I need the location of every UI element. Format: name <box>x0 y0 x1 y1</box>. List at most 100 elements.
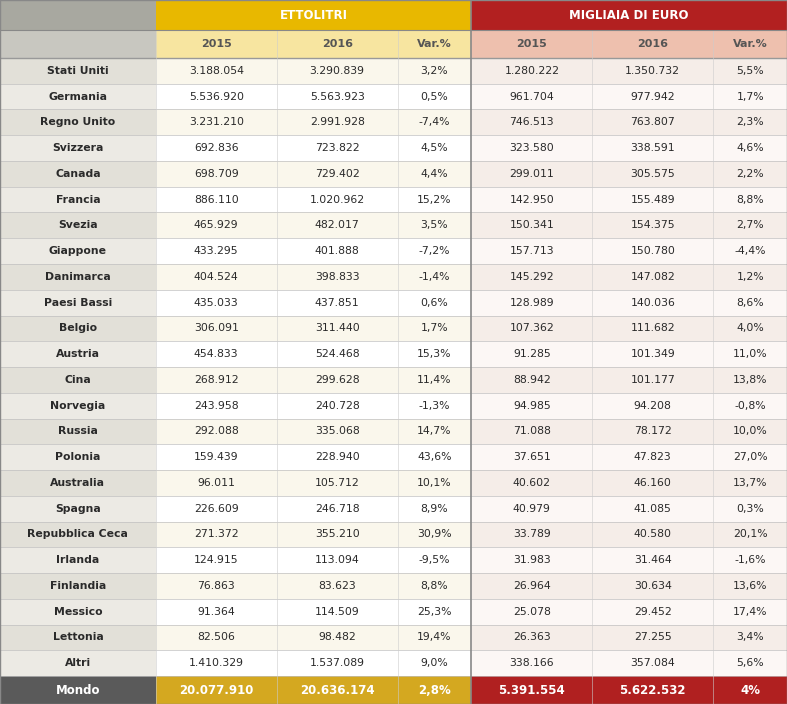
Text: Stati Uniti: Stati Uniti <box>47 66 109 76</box>
Bar <box>156 264 277 290</box>
Bar <box>713 187 787 213</box>
Bar <box>0 676 156 704</box>
Text: 91.285: 91.285 <box>513 349 551 359</box>
Bar <box>397 367 471 393</box>
Text: 25.078: 25.078 <box>513 607 551 617</box>
Bar <box>713 84 787 109</box>
Text: 226.609: 226.609 <box>194 503 238 514</box>
Bar <box>471 393 593 419</box>
Bar <box>156 676 277 704</box>
Bar <box>713 238 787 264</box>
Bar <box>713 341 787 367</box>
Text: 0,3%: 0,3% <box>736 503 764 514</box>
Text: 228.940: 228.940 <box>315 452 360 462</box>
Text: 2,2%: 2,2% <box>737 169 764 179</box>
Bar <box>397 599 471 624</box>
Bar <box>277 30 397 58</box>
Bar <box>593 470 713 496</box>
Bar <box>471 109 593 135</box>
Bar <box>277 341 397 367</box>
Bar <box>0 341 156 367</box>
Bar <box>471 161 593 187</box>
Bar <box>593 238 713 264</box>
Text: 692.836: 692.836 <box>194 143 238 153</box>
Text: Lettonia: Lettonia <box>53 632 103 643</box>
Bar <box>593 109 713 135</box>
Text: 465.929: 465.929 <box>194 220 238 230</box>
Bar <box>156 238 277 264</box>
Text: 2,3%: 2,3% <box>737 118 764 127</box>
Text: 128.989: 128.989 <box>509 298 554 308</box>
Bar <box>713 30 787 58</box>
Bar <box>471 30 593 58</box>
Text: 398.833: 398.833 <box>315 272 360 282</box>
Bar <box>471 187 593 213</box>
Text: 5.563.923: 5.563.923 <box>310 92 364 101</box>
Bar <box>397 213 471 238</box>
Bar <box>277 419 397 444</box>
Text: 4,4%: 4,4% <box>421 169 449 179</box>
Text: Russia: Russia <box>58 427 98 436</box>
Bar <box>156 624 277 650</box>
Bar <box>713 161 787 187</box>
Bar <box>713 290 787 315</box>
Text: 8,6%: 8,6% <box>737 298 764 308</box>
Text: 0,6%: 0,6% <box>420 298 449 308</box>
Text: 435.033: 435.033 <box>194 298 238 308</box>
Text: 977.942: 977.942 <box>630 92 675 101</box>
Text: 8,8%: 8,8% <box>737 194 764 205</box>
Bar <box>277 315 397 341</box>
Bar <box>0 58 156 84</box>
Bar <box>397 650 471 676</box>
Bar <box>277 522 397 547</box>
Text: 5.622.532: 5.622.532 <box>619 684 686 696</box>
Bar <box>593 522 713 547</box>
Text: Regno Unito: Regno Unito <box>40 118 116 127</box>
Bar <box>0 367 156 393</box>
Bar <box>156 213 277 238</box>
Text: 101.177: 101.177 <box>630 375 675 385</box>
Bar <box>277 650 397 676</box>
Bar <box>0 599 156 624</box>
Bar <box>593 573 713 599</box>
Bar <box>713 573 787 599</box>
Bar <box>277 470 397 496</box>
Text: Polonia: Polonia <box>55 452 101 462</box>
Text: 142.950: 142.950 <box>509 194 554 205</box>
Text: 9,0%: 9,0% <box>420 658 449 668</box>
Bar <box>0 573 156 599</box>
Text: -4,4%: -4,4% <box>734 246 766 256</box>
Text: 5.391.554: 5.391.554 <box>498 684 565 696</box>
Text: Var.%: Var.% <box>417 39 452 49</box>
Bar <box>713 547 787 573</box>
Text: 8,8%: 8,8% <box>421 581 449 591</box>
Bar <box>0 290 156 315</box>
Bar <box>593 135 713 161</box>
Text: Messico: Messico <box>54 607 102 617</box>
Text: 524.468: 524.468 <box>315 349 360 359</box>
Text: 124.915: 124.915 <box>194 555 238 565</box>
Bar <box>0 30 156 58</box>
Bar <box>713 135 787 161</box>
Text: 145.292: 145.292 <box>509 272 554 282</box>
Bar <box>471 135 593 161</box>
Bar <box>593 187 713 213</box>
Bar <box>397 238 471 264</box>
Text: 13,7%: 13,7% <box>733 478 767 488</box>
Text: 3,5%: 3,5% <box>421 220 449 230</box>
Text: 13,6%: 13,6% <box>733 581 767 591</box>
Bar <box>156 444 277 470</box>
Bar <box>713 315 787 341</box>
Text: 299.628: 299.628 <box>315 375 360 385</box>
Text: 20.636.174: 20.636.174 <box>300 684 375 696</box>
Bar <box>397 161 471 187</box>
Bar <box>471 547 593 573</box>
Text: MIGLIAIA DI EURO: MIGLIAIA DI EURO <box>570 8 689 22</box>
Text: 723.822: 723.822 <box>315 143 360 153</box>
Text: Belgio: Belgio <box>59 323 97 334</box>
Text: 8,9%: 8,9% <box>421 503 449 514</box>
Bar <box>156 470 277 496</box>
Bar <box>0 522 156 547</box>
Text: 147.082: 147.082 <box>630 272 675 282</box>
Text: 886.110: 886.110 <box>194 194 238 205</box>
